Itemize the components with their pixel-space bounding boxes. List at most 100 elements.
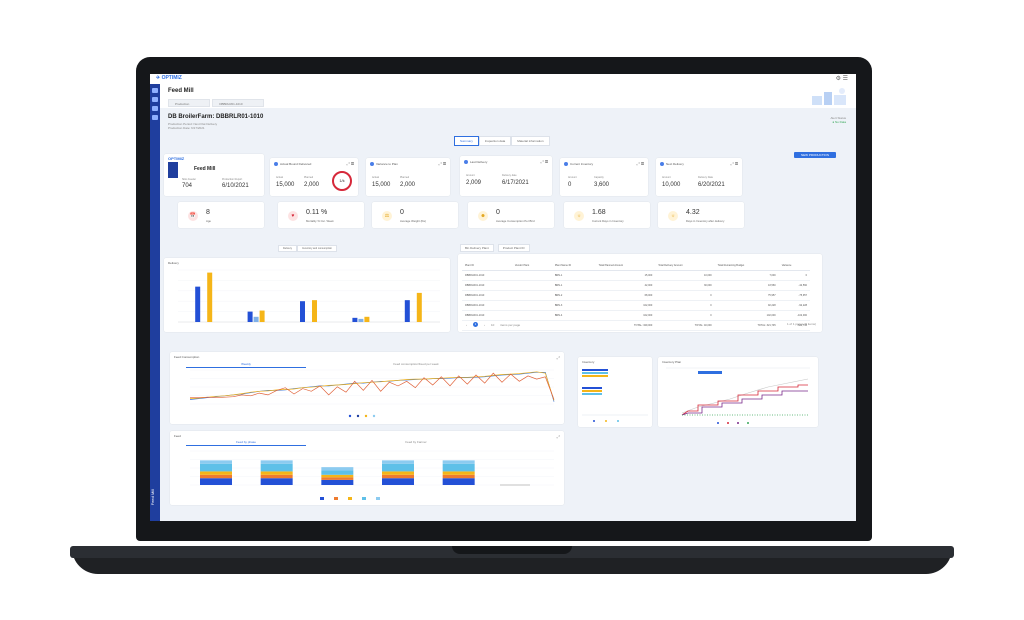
- expand-icon[interactable]: ⤢ ▦: [540, 159, 548, 164]
- laptop-notch: [452, 546, 572, 554]
- expand-icon[interactable]: ⤢ ▦: [346, 161, 354, 166]
- expand-icon[interactable]: ⤢: [556, 355, 560, 360]
- kpi-val-2: 6/17/2021: [502, 180, 529, 186]
- weight-icon: ⚖: [382, 211, 392, 221]
- stack-segment: [200, 463, 232, 472]
- stack-segment: [200, 471, 232, 475]
- nav-vertical-label: Feed Mill: [150, 488, 155, 505]
- bar: [247, 311, 253, 322]
- page-size-label: items per page: [500, 322, 521, 327]
- inventory-plan-card: Inventory Plan: [658, 357, 818, 427]
- table-cell: 15,000: [595, 270, 656, 281]
- legend-dot: [348, 414, 352, 418]
- tab-feed-by-phase[interactable]: Feed by phase: [186, 439, 306, 446]
- page-size-select[interactable]: 10: [491, 322, 495, 327]
- stack-segment: [321, 467, 354, 471]
- table-cell: BRN-4: [551, 310, 596, 321]
- col-header[interactable]: Plant ID: [462, 260, 512, 271]
- stack-segment: [321, 477, 354, 480]
- col-header[interactable]: Total Delivery Amount: [655, 260, 715, 271]
- table-cell: 10,000: [655, 270, 715, 281]
- stat-card: ☼ 4.32 Days in Inventory after delivery: [658, 202, 744, 228]
- stat-value: 0: [400, 209, 404, 216]
- view-inspection[interactable]: Inspection data: [478, 136, 512, 146]
- tab-feed-consumption[interactable]: Feed consumption/Feed per week: [393, 362, 439, 366]
- table-cell: [511, 280, 552, 291]
- calendar-icon: 📅: [188, 211, 198, 221]
- tab-weekly[interactable]: Weekly: [186, 361, 306, 368]
- bar: [352, 317, 358, 322]
- legend-swatch: [376, 497, 380, 500]
- prev-page-icon[interactable]: ‹: [466, 322, 467, 327]
- view-material[interactable]: Material information: [511, 136, 550, 146]
- table-cell: -42,560: [778, 280, 810, 291]
- nav-reports-icon[interactable]: [152, 106, 158, 111]
- legend-dot: [372, 414, 376, 418]
- series-line: [189, 371, 555, 401]
- status-block: Alert Status ● No Data: [830, 116, 846, 124]
- inventory-hbar-chart: [582, 369, 648, 422]
- expand-icon[interactable]: ⤢ ▦: [730, 161, 738, 166]
- stat-card: ☻ 0 Average Consumption Per Bird: [468, 202, 554, 228]
- filter-delivery-plant[interactable]: Bin Delivery Plant: [460, 244, 494, 252]
- table-cell: -312,745: [778, 320, 810, 331]
- col-header[interactable]: Variance: [778, 260, 810, 271]
- col-header[interactable]: Plant Name ID: [551, 260, 596, 271]
- app-screen: ✈ OPTIMIZ ⚙ ☰ Feed Mill Feed Mill Produc…: [150, 74, 856, 521]
- settings-icon[interactable]: ⚙ ☰: [835, 76, 848, 82]
- table-cell: [551, 320, 596, 331]
- table-cell: 0: [655, 290, 715, 301]
- legend-dot: [364, 414, 368, 418]
- tab-production[interactable]: Production: [168, 99, 211, 107]
- line-chart-tabs: Weekly Feed consumption/Feed per week: [186, 361, 526, 368]
- table-cell: -92,228: [778, 300, 810, 311]
- table-cell: 7,000: [714, 270, 779, 281]
- expand-icon[interactable]: ⤢ ▦: [636, 161, 644, 166]
- step-line-red: [681, 384, 808, 416]
- table-row[interactable]: DBBRLR01-1010 BRN-3 102,000 0 92,228 -92,228: [462, 300, 810, 311]
- table-row[interactable]: DBBRLR01-1010 BRN-1 15,000 10,000 7,000 0: [462, 270, 810, 281]
- kpi-lbl-2: Delivery Date: [698, 176, 714, 179]
- kpi-title: Current Inventory: [570, 162, 594, 166]
- toggle-inventory[interactable]: Inventory and consumption: [297, 245, 338, 252]
- table-row[interactable]: TOTAL: 329,000 TOTAL: 40,000 TOTAL: 321,74…: [462, 320, 810, 331]
- chart-title: Inventory: [582, 360, 595, 364]
- stack-segment: [321, 479, 354, 485]
- page-number[interactable]: 1: [473, 322, 478, 327]
- table-cell: 92,228: [714, 300, 779, 311]
- table-row[interactable]: DBBRLR01-1010 BRN-4 102,000 0 102,000 -102,00…: [462, 310, 810, 321]
- table-row[interactable]: DBBRLR01-1010 BRN-2 68,000 0 75,957 -75,957: [462, 290, 810, 301]
- status-value: ● No Data: [832, 120, 846, 124]
- col-header[interactable]: Total Planned Amount: [595, 260, 656, 271]
- nav-docs-icon[interactable]: [152, 115, 158, 120]
- tab-farm[interactable]: DBBRLR01-1010: [212, 99, 264, 107]
- table-row[interactable]: DBBRLR01-1010 BRN-1 42,000 30,000 43,560 -42,…: [462, 280, 810, 291]
- kpi-val-2: 6/20/2021: [698, 182, 725, 188]
- view-summary[interactable]: Summary: [454, 136, 479, 146]
- next-page-icon[interactable]: ›: [484, 322, 485, 327]
- bar: [259, 310, 265, 322]
- nav-dashboard-icon[interactable]: [152, 97, 158, 102]
- col-header[interactable]: Vendor Plant: [511, 260, 552, 271]
- feed-chart-tabs: Feed by phase Feed by Farmer: [186, 439, 526, 446]
- inventory-step-chart: [666, 367, 810, 424]
- stack-segment: [260, 463, 293, 472]
- nav-home-icon[interactable]: [152, 88, 158, 93]
- chart-title: Feed: [174, 434, 181, 438]
- bar: [207, 272, 213, 322]
- legend-swatch: [348, 497, 352, 500]
- tab-feed-by-farmer[interactable]: Feed by Farmer: [405, 440, 427, 444]
- toggle-delivery[interactable]: Delivery: [278, 245, 298, 252]
- table-cell: 42,000: [595, 280, 656, 291]
- kpi-card: Variance to Plan ⤢ ▦ Actual 15,000 Plann…: [366, 158, 450, 196]
- table-cell: 30,000: [655, 280, 715, 291]
- table-cell: BRN-1: [551, 280, 596, 291]
- table-cell: 0: [778, 270, 810, 281]
- expand-icon[interactable]: ⤢ ▦: [438, 161, 446, 166]
- stack-segment: [260, 460, 293, 464]
- page-title: Feed Mill: [168, 88, 194, 94]
- new-production-button[interactable]: NEW PRODUCTION: [794, 152, 836, 158]
- filter-product-plant[interactable]: Product Plant ID: [497, 244, 530, 252]
- expand-icon[interactable]: ⤢: [556, 434, 560, 439]
- col-header[interactable]: Total Remaining Budget: [714, 260, 779, 271]
